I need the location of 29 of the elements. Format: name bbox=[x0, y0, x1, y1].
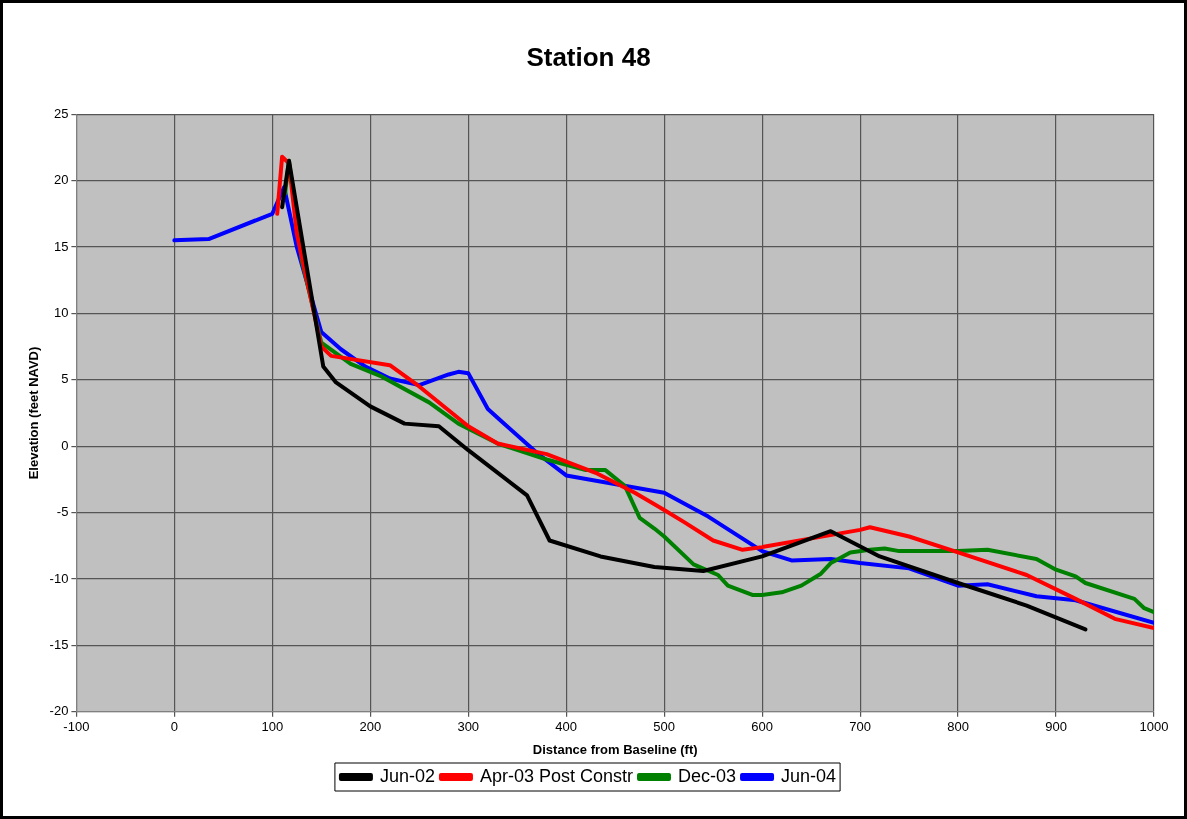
legend-label: Jun-04 bbox=[781, 765, 837, 786]
y-tick-label: 5 bbox=[61, 371, 69, 387]
x-tick-label: 300 bbox=[457, 719, 480, 735]
y-tick-label: 25 bbox=[53, 105, 69, 121]
x-tick-label: 400 bbox=[555, 719, 578, 735]
x-tick-label: 100 bbox=[261, 719, 284, 735]
x-tick-label: 0 bbox=[170, 719, 178, 735]
y-tick-label: 20 bbox=[53, 172, 69, 188]
y-tick-label: 0 bbox=[61, 437, 69, 453]
x-tick-label: -100 bbox=[63, 719, 90, 735]
legend-label: Apr-03 Post Constr bbox=[479, 765, 634, 786]
legend-label: Dec-03 bbox=[678, 765, 737, 786]
chart-title: Station 48 bbox=[526, 41, 651, 72]
x-tick-label: 500 bbox=[653, 719, 676, 735]
x-tick-label: 200 bbox=[359, 719, 382, 735]
y-tick-label: -15 bbox=[49, 636, 69, 652]
y-tick-label: -5 bbox=[56, 504, 69, 520]
x-tick-label: 600 bbox=[751, 719, 773, 735]
y-tick-label: 10 bbox=[53, 304, 69, 320]
x-tick-label: 800 bbox=[947, 719, 969, 735]
y-tick-label: -10 bbox=[49, 570, 69, 586]
x-tick-label: 900 bbox=[1045, 719, 1067, 735]
x-tick-label: 1000 bbox=[1139, 719, 1169, 735]
legend-label: Jun-02 bbox=[379, 765, 435, 786]
y-axis-title: Elevation (feet NAVD) bbox=[26, 346, 42, 480]
x-axis-title: Distance from Baseline (ft) bbox=[532, 741, 698, 757]
y-tick-label: -20 bbox=[49, 703, 69, 719]
x-tick-label: 700 bbox=[849, 719, 871, 735]
y-tick-label: 15 bbox=[53, 238, 69, 254]
